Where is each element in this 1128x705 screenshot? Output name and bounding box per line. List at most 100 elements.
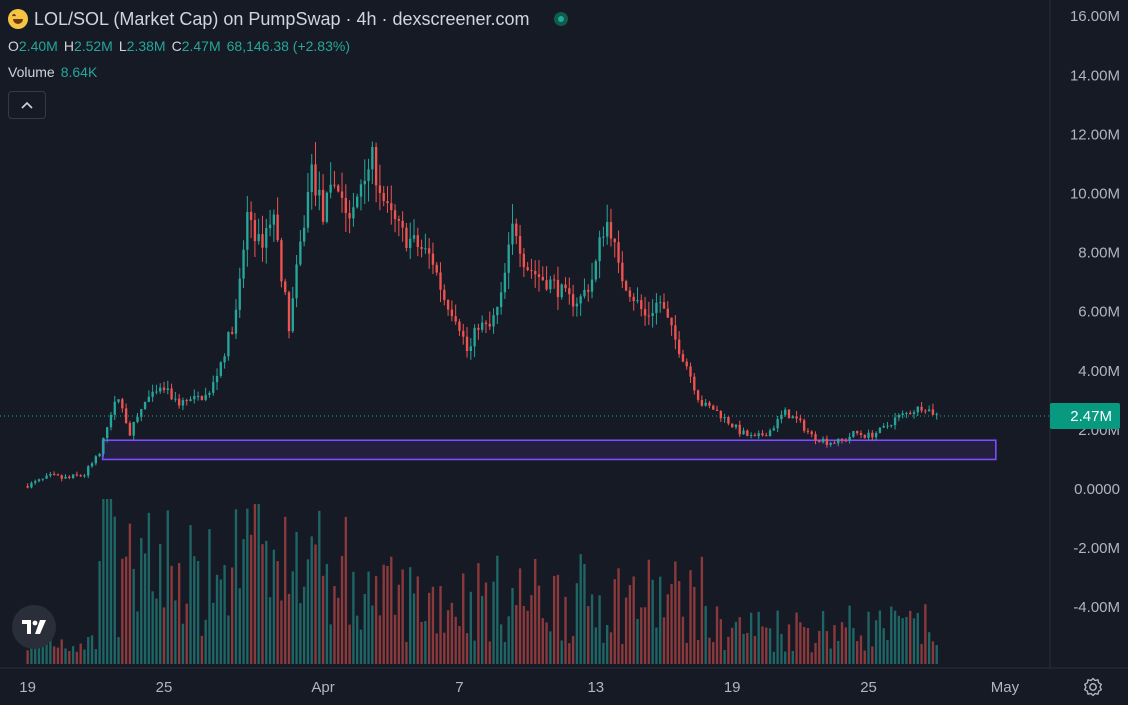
volume-bar bbox=[920, 643, 923, 664]
volume-bar bbox=[621, 643, 624, 664]
volume-bar bbox=[708, 637, 711, 664]
volume-bar bbox=[219, 579, 222, 664]
volume-bar bbox=[431, 586, 435, 664]
candle-body bbox=[727, 417, 730, 424]
candle-body bbox=[814, 434, 817, 441]
candle-body bbox=[719, 410, 722, 419]
candle-body bbox=[893, 417, 897, 426]
candle-body bbox=[579, 296, 582, 304]
candle-body bbox=[390, 203, 393, 211]
candle-body bbox=[787, 409, 791, 419]
candle-body bbox=[102, 437, 105, 454]
chart-header: LOL/SOL (Market Cap) on PumpSwap · 4h · … bbox=[8, 6, 568, 32]
x-tick-label: 19 bbox=[19, 679, 36, 696]
candle-body bbox=[598, 237, 601, 262]
candle-body bbox=[674, 325, 677, 340]
candle-body bbox=[170, 388, 173, 400]
candle-body bbox=[151, 391, 154, 397]
candle-body bbox=[931, 409, 935, 415]
candle-body bbox=[212, 382, 215, 393]
volume-bar bbox=[916, 612, 919, 664]
volume-bar bbox=[321, 575, 325, 664]
volume-bar bbox=[564, 596, 567, 664]
tradingview-logo-icon[interactable] bbox=[12, 605, 56, 649]
volume-bar bbox=[257, 504, 260, 664]
volume-bar bbox=[712, 642, 715, 664]
volume-bar bbox=[162, 607, 166, 664]
volume-bar bbox=[140, 538, 143, 664]
volume-bar bbox=[310, 536, 313, 664]
candle-body bbox=[761, 433, 764, 436]
candle-body bbox=[765, 435, 768, 437]
candle-body bbox=[249, 211, 253, 221]
volume-bar bbox=[746, 632, 749, 664]
volume-bar bbox=[522, 605, 526, 664]
candle-body bbox=[280, 240, 283, 282]
last-price-label: 2.47M bbox=[1070, 408, 1112, 425]
volume-bar bbox=[518, 568, 522, 664]
candle-body bbox=[215, 375, 219, 383]
candle-body bbox=[526, 267, 529, 271]
volume-bar bbox=[863, 650, 866, 664]
candle-body bbox=[731, 423, 734, 428]
y-tick-label: -4.00M bbox=[1073, 599, 1120, 616]
candle-body bbox=[424, 248, 427, 250]
volume-bar bbox=[265, 540, 268, 664]
volume-bar bbox=[689, 570, 692, 664]
volume-bar bbox=[924, 604, 927, 664]
volume-bar bbox=[79, 643, 82, 664]
volume-bar bbox=[450, 602, 454, 664]
candle-body bbox=[56, 474, 60, 476]
candle-body bbox=[545, 280, 548, 290]
candle-body bbox=[359, 184, 363, 197]
volume-bar bbox=[454, 616, 457, 664]
candle-body bbox=[628, 290, 632, 297]
gear-icon[interactable] bbox=[1082, 676, 1104, 698]
volume-bar bbox=[170, 565, 173, 664]
volume-bar bbox=[609, 632, 613, 664]
volume-bar bbox=[208, 529, 211, 664]
collapse-legend-button[interactable] bbox=[8, 91, 46, 119]
token-emoji-icon bbox=[8, 9, 28, 29]
volume-bar bbox=[280, 600, 283, 664]
volume-bar bbox=[446, 610, 450, 664]
candle-body bbox=[238, 278, 241, 310]
candle-body bbox=[393, 210, 397, 220]
volume-bar bbox=[821, 610, 825, 664]
candle-body bbox=[208, 392, 211, 395]
volume-bar bbox=[700, 556, 704, 664]
candle-body bbox=[837, 438, 840, 444]
volume-bar bbox=[715, 606, 719, 664]
candle-body bbox=[806, 430, 810, 432]
live-status-icon bbox=[553, 12, 568, 26]
change-value: 68,146.38 (+2.83%) bbox=[226, 38, 350, 54]
candle-body bbox=[795, 416, 798, 419]
candle-body bbox=[299, 241, 302, 265]
volume-bar bbox=[560, 640, 563, 664]
candle-body bbox=[318, 189, 321, 196]
volume-bar bbox=[87, 636, 90, 664]
volume-bar bbox=[613, 579, 616, 664]
volume-bar bbox=[412, 593, 416, 664]
candle-body bbox=[52, 474, 56, 476]
volume-bar bbox=[462, 573, 465, 664]
volume-bar bbox=[833, 625, 836, 664]
volume-bar bbox=[587, 606, 590, 664]
candle-body bbox=[496, 306, 499, 316]
candle-body bbox=[337, 185, 340, 192]
volume-bar bbox=[435, 633, 438, 664]
candle-body bbox=[450, 309, 454, 317]
candle-body bbox=[901, 413, 904, 416]
volume-bar bbox=[734, 621, 738, 664]
candle-body bbox=[276, 214, 279, 241]
volume-bar bbox=[844, 627, 847, 664]
candle-body bbox=[45, 475, 48, 479]
candle-body bbox=[98, 453, 101, 457]
candle-body bbox=[890, 425, 893, 427]
volume-bar bbox=[594, 627, 597, 664]
volume-bar bbox=[352, 571, 355, 664]
candle-body bbox=[416, 235, 419, 248]
volume-bar bbox=[37, 634, 41, 664]
low-value: 2.38M bbox=[126, 38, 166, 54]
